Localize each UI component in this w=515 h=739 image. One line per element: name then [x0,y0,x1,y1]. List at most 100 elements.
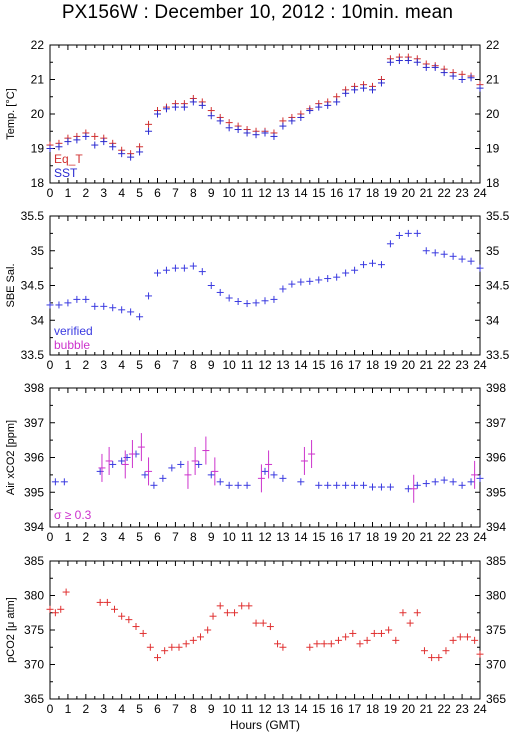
x-axis-label: Hours (GMT) [230,718,300,732]
x-tick-label: 12 [258,702,272,716]
y-tick-label: 375 [486,623,506,637]
verified-point [64,299,72,307]
verified-point [127,308,135,316]
y-tick-label: 34 [31,313,45,327]
pco2-point [259,619,267,627]
x-tick-label: 1 [65,358,72,372]
pco2-point [146,643,154,651]
x-tick-label: 3 [100,358,107,372]
bubble-point [265,450,273,479]
sst-point [73,136,81,144]
x-tick-label: 24 [473,186,487,200]
x-tick-label: 6 [154,358,161,372]
sst-point [315,103,323,111]
x-tick-label: 17 [348,358,362,372]
x-tick-label: 21 [420,530,434,544]
y-axis-label: SBE Sal. [5,263,17,307]
x-tick-label: 16 [330,186,344,200]
verified-point [324,275,332,283]
pco2-point [51,609,59,617]
bubble-point [257,464,265,493]
sst-point [198,101,206,109]
y-tick-label: 34.5 [21,279,45,293]
sst-point [234,126,242,134]
pco2-point [456,633,464,641]
x-tick-label: 4 [118,358,125,372]
verified-point [171,264,179,272]
x-tick-label: 9 [208,702,215,716]
x-tick-label: 15 [312,186,326,200]
verified-point [118,306,126,314]
verified-point [60,478,68,486]
verified-point [46,301,54,309]
x-tick-label: 3 [100,702,107,716]
sst-point [225,124,233,132]
pco2-point [320,640,328,648]
pco2-point [266,623,274,631]
x-tick-label: 22 [437,702,451,716]
y-tick-label: 20 [31,107,45,121]
verified-point [141,471,149,479]
sst-point [91,141,99,149]
x-tick-label: 24 [473,530,487,544]
pco2-point [111,605,118,613]
verified-point [476,264,484,272]
verified-point [458,481,466,489]
x-tick-label: 20 [402,530,416,544]
pco2-point [342,633,350,641]
sst-point [145,127,153,135]
x-tick-label: 10 [222,186,236,200]
x-tick-label: 7 [172,358,179,372]
x-tick-label: 4 [118,186,125,200]
verified-point [243,300,251,308]
x-tick-label: 13 [276,530,290,544]
verified-point [51,478,59,486]
y-tick-label: 21 [486,73,500,87]
verified-point [377,261,385,269]
verified-point [177,460,185,468]
x-tick-label: 7 [172,530,179,544]
verified-point [168,464,176,472]
verified-point [234,297,242,305]
verified-point [162,266,170,274]
x-tick-label: 4 [118,702,125,716]
y-tick-label: 370 [486,658,506,672]
legend-entry: verified [54,324,93,338]
verified-point [324,481,332,489]
verified-point [216,288,224,296]
x-tick-label: 21 [420,702,434,716]
pco2-point [57,605,65,613]
x-tick-label: 23 [455,530,469,544]
sst-point [55,143,63,151]
verified-point [189,262,197,270]
verified-point [351,481,359,489]
chart-title: PX156W : December 10, 2012 : 10min. mean [61,2,454,23]
y-tick-label: 380 [24,589,44,603]
x-tick-label: 2 [82,358,89,372]
pco2-point [168,643,176,651]
verified-point [216,478,224,486]
x-tick-label: 11 [241,186,254,200]
verified-point [279,474,287,482]
bubble-point [300,446,308,475]
sst-point [404,57,412,65]
verified-point [207,471,215,479]
pco2-point [428,654,436,662]
verified-point [73,295,81,303]
x-tick-label: 10 [222,530,236,544]
legend-entry: bubble [54,338,90,352]
x-tick-label: 0 [47,530,54,544]
x-tick-label: 5 [136,358,143,372]
sst-point [109,143,117,151]
verified-point [297,278,305,286]
y-tick-label: 398 [486,381,506,395]
x-tick-label: 16 [330,358,344,372]
verified-point [118,457,126,465]
sst-point [288,117,296,125]
plot-frame [49,44,481,184]
pco2-point [306,643,314,651]
verified-point [413,481,421,489]
x-tick-label: 9 [208,358,215,372]
sst-point [162,105,170,113]
